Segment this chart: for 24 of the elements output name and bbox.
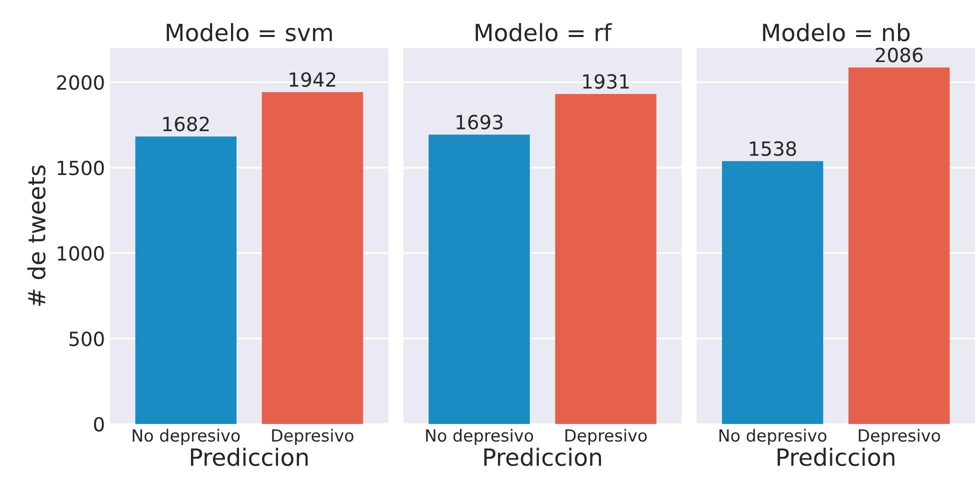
data-label: 2086 bbox=[876, 48, 923, 62]
y-tick-label: 0 bbox=[94, 416, 104, 432]
x-tick-label: No depresivo bbox=[426, 428, 534, 445]
y-tick-label: 2000 bbox=[57, 75, 104, 90]
x-axis-title: Prediccion bbox=[778, 448, 894, 466]
x-axis-title: Prediccion bbox=[484, 448, 601, 466]
y-tick-label: 1000 bbox=[58, 246, 104, 261]
data-label: 1693 bbox=[456, 114, 502, 130]
x-tick-label: No depresivo bbox=[719, 428, 826, 445]
x-tick-label: Depresivo bbox=[566, 428, 647, 445]
chart-title: Modelo = rf bbox=[476, 23, 612, 42]
data-label: 1931 bbox=[583, 74, 629, 89]
chart-title: Modelo = nb bbox=[763, 23, 910, 42]
x-tick-label: Depresivo bbox=[858, 428, 940, 445]
x-tick-label: No depresivo bbox=[132, 428, 240, 445]
data-label: 1538 bbox=[750, 141, 796, 156]
x-tick-label: Depresivo bbox=[272, 428, 354, 445]
data-label: 1682 bbox=[163, 116, 209, 132]
x-axis-title: Prediccion bbox=[190, 448, 308, 466]
data-label: 1942 bbox=[290, 72, 336, 87]
chart-title: Modelo = svm bbox=[166, 23, 332, 42]
y-tick-label: 1500 bbox=[58, 160, 104, 176]
y-axis-title: # de tweets bbox=[27, 165, 46, 306]
y-tick-label: 500 bbox=[70, 332, 104, 346]
